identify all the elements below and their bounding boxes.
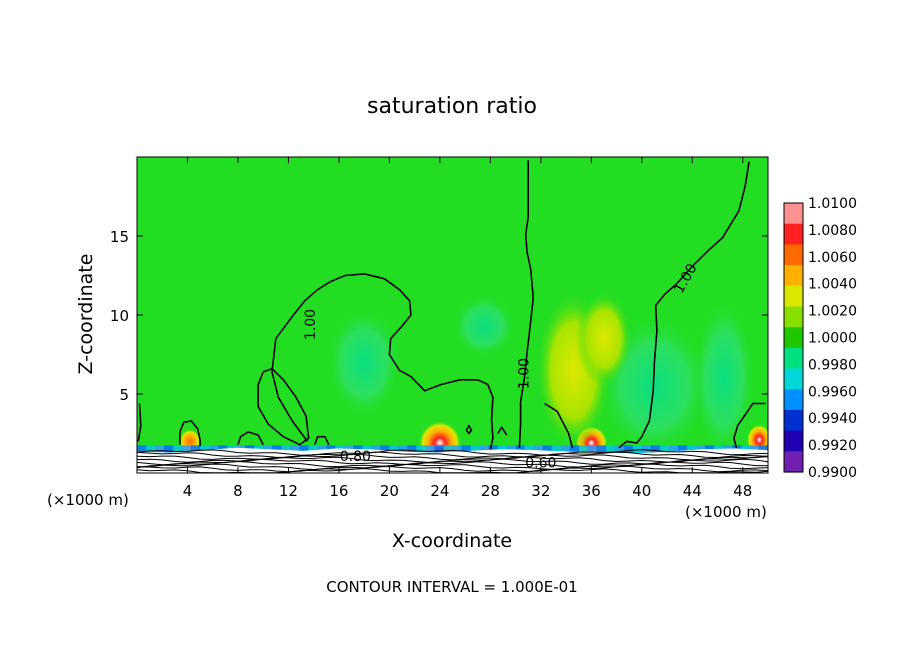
y-tick-label-5: 5: [119, 386, 129, 404]
colorbar-label-2: 1.0060: [808, 250, 857, 266]
contour-1-00-2: [544, 402, 574, 448]
x-tick-label-28: 28: [481, 482, 500, 500]
x-tick-label-12: 12: [279, 482, 298, 500]
x-unit-label-right: (×1000 m): [685, 503, 767, 521]
x-tick-label-48: 48: [733, 482, 752, 500]
colorbar-label-4: 1.0020: [808, 304, 857, 320]
y-axis: 5 10 15: [110, 228, 768, 404]
chart-title: saturation ratio: [367, 94, 537, 119]
colorbar-swatch-9: [784, 389, 803, 411]
colorbar-label-10: 0.9900: [808, 465, 857, 481]
colorbar-swatch-2: [784, 244, 803, 266]
x-tick-label-40: 40: [632, 482, 651, 500]
colorbar-label-9: 0.9920: [808, 438, 857, 454]
x-tick-label-32: 32: [531, 482, 550, 500]
colorbar-swatch-6: [784, 327, 803, 349]
contour-interval-label: CONTOUR INTERVAL = 1.000E-01: [326, 578, 577, 596]
colorbar-swatch-7: [784, 347, 803, 370]
contour-label-4: 0.60: [525, 456, 556, 472]
colorbar-frame: [783, 202, 804, 473]
cold-region-1: [692, 299, 756, 458]
x-tick-label-16: 16: [329, 482, 348, 500]
contour-1-00-7: [237, 431, 264, 445]
y-tick-label-15: 15: [110, 228, 129, 246]
contour-1-00-1: [518, 160, 535, 448]
cold-region-2: [452, 294, 516, 358]
colorbar-label-1: 1.0080: [808, 223, 857, 239]
contour-1-00-0: [271, 273, 494, 450]
colorbar-label-0: 1.0100: [808, 196, 857, 212]
contour-1-00-9: [314, 435, 330, 445]
contour-1-00-11: [497, 426, 508, 436]
contour-1-00-6: [179, 420, 201, 447]
colorbar-swatch-3: [784, 265, 803, 287]
colorbar-swatch-5: [784, 306, 803, 328]
colorbar-swatch-1: [784, 223, 803, 245]
colorbar-swatch-12: [784, 451, 803, 473]
colorbar-swatch-11: [784, 430, 803, 452]
colorbar-label-5: 1.0000: [808, 331, 857, 347]
contour-label-1: 1.00: [516, 358, 532, 389]
contour-1-00-8: [257, 367, 310, 446]
x-axis: 4 8 12 16 20 24 28 32 36 40 44 48: [183, 157, 752, 500]
x-tick-label-20: 20: [380, 482, 399, 500]
surface-contours: [137, 449, 768, 473]
contour-label-0: 1.00: [303, 309, 319, 340]
x-tick-label-36: 36: [582, 482, 601, 500]
contour-1-00-5: [137, 403, 142, 442]
hotspot-5: [576, 291, 632, 387]
contour-1-00-4: [733, 402, 766, 448]
x-tick-label-44: 44: [683, 482, 702, 500]
contour-label-3: 0.80: [340, 449, 371, 465]
colorbar-swatch-0: [784, 203, 803, 225]
colorbar-label-7: 0.9960: [808, 384, 857, 400]
contour-1-00-3: [618, 161, 750, 449]
x-tick-label-4: 4: [183, 482, 193, 500]
contour-1-00-10: [465, 424, 473, 435]
x-tick-label-24: 24: [430, 482, 449, 500]
colorbar-swatch-4: [784, 285, 803, 308]
y-axis-label: Z-coordinate: [75, 254, 97, 375]
colorbar-label-8: 0.9940: [808, 411, 857, 427]
colorbar-swatch-8: [784, 368, 803, 390]
x-tick-label-8: 8: [233, 482, 243, 500]
x-unit-label-left: (×1000 m): [47, 491, 129, 509]
colorbar: 1.0100 1.0080 1.0060 1.0040 1.0020 1.0000 0.99…: [783, 196, 857, 481]
y-tick-label-10: 10: [110, 307, 129, 325]
colorbar-label-6: 0.9980: [808, 357, 857, 373]
colorbar-label-3: 1.0040: [808, 277, 857, 293]
colorbar-swatch-10: [784, 409, 803, 432]
x-axis-label: X-coordinate: [392, 530, 512, 552]
cold-region-3: [326, 307, 403, 418]
